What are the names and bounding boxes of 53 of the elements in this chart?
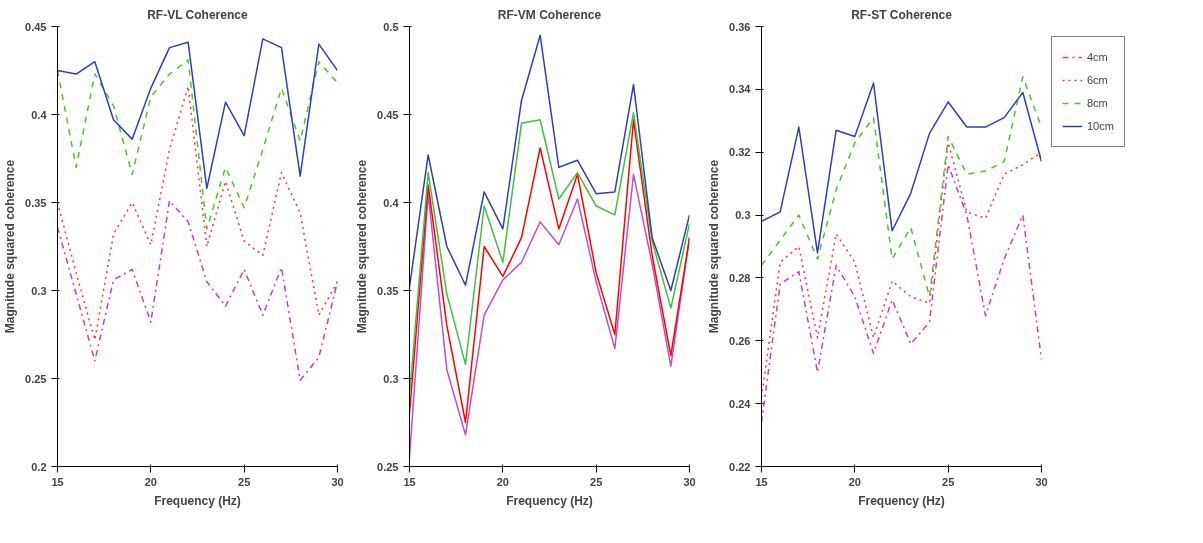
y-axis-title: Magnitude squared coherence — [707, 159, 722, 334]
x-tick-label: 30 — [1035, 475, 1048, 488]
line-series — [761, 76, 1042, 298]
y-tick-label: 0.32 — [729, 146, 751, 159]
y-tick-label: 0.28 — [729, 271, 751, 284]
y-tick-label: 0.22 — [729, 460, 751, 473]
line-series — [57, 38, 338, 190]
y-axis-title: Magnitude squared coherence — [3, 159, 18, 334]
chart-title: RF-ST Coherence — [851, 7, 953, 22]
y-tick-label: 0.3 — [383, 372, 399, 385]
y-tick-label: 0.34 — [729, 83, 752, 96]
x-tick-label: 20 — [144, 475, 157, 488]
y-tick-label: 0.3 — [735, 209, 751, 222]
x-tick-label: 15 — [403, 475, 416, 488]
y-tick-label: 0.35 — [377, 284, 399, 297]
x-axis-title: Frequency (Hz) — [506, 493, 593, 508]
y-tick-label: 0.4 — [383, 196, 400, 209]
x-tick-label: 30 — [683, 475, 696, 488]
y-axis-title: Magnitude squared coherence — [355, 159, 370, 334]
legend-label: 6cm — [1087, 74, 1108, 86]
x-tick-label: 20 — [496, 475, 509, 488]
x-tick-label: 15 — [51, 475, 64, 488]
y-tick-label: 0.25 — [377, 460, 399, 473]
y-tick-label: 0.25 — [25, 372, 47, 385]
y-tick-label: 0.3 — [31, 284, 47, 297]
y-tick-label: 0.36 — [729, 20, 751, 33]
line-series — [761, 164, 1042, 424]
y-tick-label: 0.2 — [31, 460, 47, 473]
x-tick-label: 15 — [755, 475, 768, 488]
line-series — [57, 85, 338, 341]
chart-title: RF-VM Coherence — [497, 7, 602, 22]
y-tick-label: 0.35 — [25, 196, 47, 209]
line-series — [57, 199, 338, 382]
x-tick-label: 30 — [331, 475, 344, 488]
y-tick-label: 0.24 — [729, 397, 752, 410]
y-tick-label: 0.26 — [729, 334, 751, 347]
x-tick-label: 25 — [942, 475, 955, 488]
y-tick-label: 0.45 — [25, 20, 47, 33]
x-tick-label: 20 — [848, 475, 861, 488]
y-tick-label: 0.5 — [383, 20, 399, 33]
x-tick-label: 25 — [238, 475, 251, 488]
y-tick-label: 0.4 — [31, 108, 48, 121]
y-tick-label: 0.45 — [377, 108, 399, 121]
line-series — [409, 34, 690, 292]
legend-label: 4cm — [1087, 51, 1108, 63]
legend-label: 8cm — [1087, 97, 1108, 109]
legend-label: 10cm — [1087, 120, 1114, 132]
x-tick-label: 25 — [590, 475, 603, 488]
chart-title: RF-VL Coherence — [147, 7, 248, 22]
x-axis-title: Frequency (Hz) — [858, 493, 945, 508]
line-series — [761, 82, 1042, 254]
line-series — [57, 59, 338, 230]
x-axis-title: Frequency (Hz) — [154, 493, 241, 508]
